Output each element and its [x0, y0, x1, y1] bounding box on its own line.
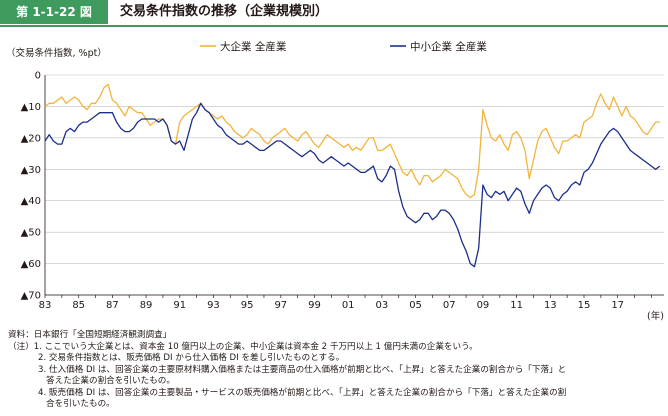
x-tick-label: 83	[39, 300, 52, 311]
series-line-large-enterprise	[44, 83, 660, 199]
x-tick-label: 93	[207, 300, 220, 311]
note-3b: 答えた企業の割合を引いたもの。	[46, 376, 175, 386]
y-tick-label: 0	[35, 71, 41, 82]
x-tick-label: 99	[308, 300, 321, 311]
y-tick-labels: 0 ▲10 ▲20 ▲30 ▲40 ▲50 ▲60 ▲70	[21, 71, 41, 302]
x-tick-label: 03	[376, 300, 389, 311]
note-4b: 合を引いたもの。	[46, 399, 115, 409]
note-4a: 4. 販売価格 DI は、回答企業の主要製品・サービスの販売価格が前期と比べ、「…	[38, 387, 567, 398]
legend-label-small: 中小企業 全産業	[410, 40, 487, 53]
figure-title: 交易条件指数の推移（企業規模別）	[120, 4, 329, 19]
x-tick-label: 97	[274, 300, 287, 311]
y-tick-label: ▲60	[21, 259, 41, 270]
y-tick-label: ▲50	[21, 228, 41, 239]
line-chart: （交易条件指数, %pt） 大企業 全産業 中小企業 全産業 0 ▲10 ▲20 ▲3…	[6, 40, 664, 322]
note-2: 2. 交易条件指数とは、販売価格 DI から仕入価格 DI を差し引いたものとす…	[38, 353, 345, 363]
x-tick-labels: 83 85 87 89 91 93 95 97 99 01 03 05 07 09 11 13 15 17	[39, 300, 624, 311]
legend-label-large: 大企業 全産業	[220, 40, 287, 53]
x-tick-label: 17	[611, 300, 624, 311]
y-axis-label: （交易条件指数, %pt）	[6, 47, 107, 59]
x-tick-label: 05	[409, 300, 422, 311]
note-1: （注）1. ここでいう大企業とは、資本金 10 億円以上の企業、中小企業は資本金…	[8, 341, 478, 352]
header-rule	[0, 25, 668, 27]
note-3a: 3. 仕入価格 DI は、回答企業の主要原材料購入価格または主要商品の仕入価格が…	[38, 364, 567, 375]
series-lines	[44, 83, 661, 268]
x-tick-label: 13	[544, 300, 557, 311]
x-tick-label: 15	[578, 300, 591, 311]
notes: 資料：日本銀行「全国短期経済観測調査」 （注）1. ここでいう大企業とは、資本金…	[8, 330, 664, 411]
y-tick-label: ▲70	[21, 291, 41, 302]
y-tick-label: ▲30	[21, 165, 41, 176]
y-tick-label: ▲40	[21, 196, 41, 207]
x-tick-label: 01	[342, 300, 355, 311]
x-tick-label: 09	[477, 300, 490, 311]
x-tick-label: 87	[106, 300, 119, 311]
note-source: 資料：日本銀行「全国短期経済観測調査」	[8, 330, 172, 340]
series-line-sme	[44, 102, 661, 268]
x-tick-label: 95	[241, 300, 254, 311]
chart-legend: 大企業 全産業 中小企業 全産業	[200, 40, 487, 53]
x-tick-label: 07	[443, 300, 456, 311]
x-tick-label: 11	[510, 300, 523, 311]
axes	[44, 75, 664, 298]
x-axis-label: (年)	[647, 310, 664, 322]
figure-number-badge: 第 1-1-22 図	[0, 0, 108, 24]
y-tick-label: ▲10	[21, 102, 41, 113]
x-tick-label: 89	[140, 300, 153, 311]
x-tick-label: 85	[72, 300, 85, 311]
x-tick-label: 91	[173, 300, 186, 311]
y-tick-label: ▲20	[21, 133, 41, 144]
